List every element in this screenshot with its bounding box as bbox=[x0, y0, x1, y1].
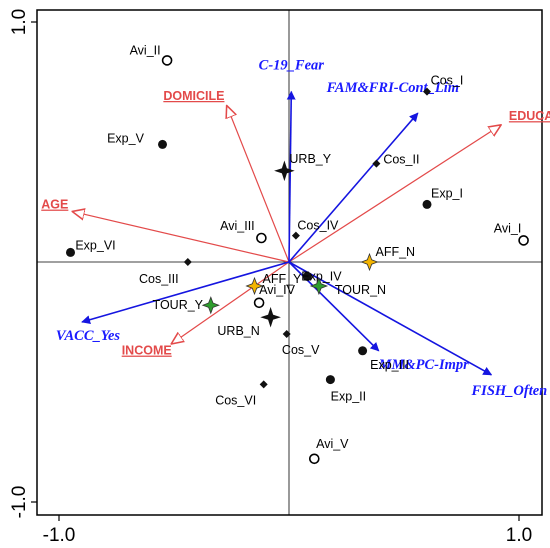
supplementary-arrow-vacc-yes bbox=[81, 261, 290, 325]
centroid-label-urb-n: URB_N bbox=[217, 324, 259, 338]
explanatory-vectors: DOMICILE EDUCATION AGE INCOME bbox=[41, 89, 550, 358]
sample-label-exp-iv: Exp_IV bbox=[301, 269, 342, 283]
supplementary-label-mm-pc-impr: MM&PC-Impr bbox=[378, 357, 470, 373]
sample-point-exp-v bbox=[158, 139, 167, 149]
centroid-urb-n bbox=[260, 306, 281, 328]
sample-point-avi-ii bbox=[161, 55, 173, 66]
centroid-tour-n bbox=[309, 276, 329, 296]
sample-point-exp-ii bbox=[325, 375, 335, 385]
sample-point-cos-ii bbox=[372, 159, 381, 168]
sample-label-avi-i: Avi_I bbox=[494, 221, 522, 235]
explanatory-arrow-domicile bbox=[227, 106, 290, 263]
sample-label-exp-ii: Exp_II bbox=[331, 390, 366, 404]
centroid-label-urb-y: URB_Y bbox=[289, 152, 331, 166]
sample-label-avi-iii: Avi_III bbox=[220, 219, 255, 233]
supplementary-label-vacc-yes: VACC_Yes bbox=[56, 328, 121, 344]
sample-point-cos-v bbox=[282, 330, 291, 338]
sample-point-cos-iii bbox=[183, 258, 192, 266]
y-tick-label: 1.0 bbox=[9, 9, 30, 35]
supplementary-label-c-19-fear: C-19_Fear bbox=[259, 58, 325, 74]
y-tick-label: -1.0 bbox=[9, 486, 30, 519]
supplementary-arrow-fish-often bbox=[288, 261, 493, 376]
x-tick-label: 1.0 bbox=[506, 525, 532, 546]
explanatory-label-age: AGE bbox=[41, 198, 68, 212]
explanatory-arrow-education bbox=[288, 125, 501, 263]
supplementary-label-fish-often: FISH_Often bbox=[471, 383, 548, 399]
sample-point-exp-iii bbox=[358, 346, 368, 356]
explanatory-label-education: EDUCATION bbox=[509, 109, 550, 123]
sample-label-cos-ii: Cos_II bbox=[383, 153, 419, 167]
centroid-tour-y bbox=[201, 296, 220, 315]
centroid-aff-n bbox=[360, 252, 379, 272]
explanatory-arrow-income bbox=[172, 261, 290, 344]
supplementary-arrow-c-19-fear bbox=[286, 90, 296, 263]
factor-centroids: URB_Y URB_N AFF_N AFF_Y TOUR_N TOUR_Y bbox=[153, 152, 416, 338]
sample-point-avi-iv bbox=[253, 297, 265, 309]
sample-point-exp-vi bbox=[66, 247, 75, 257]
sample-label-exp-iii: Exp_III bbox=[370, 358, 409, 372]
sample-point-exp-i bbox=[422, 199, 432, 209]
centroid-urb-y bbox=[274, 160, 295, 182]
sample-label-cos-vi: Cos_VI bbox=[215, 393, 256, 407]
axis-ticks: -1.0 1.0 1.0 -1.0 bbox=[9, 9, 532, 546]
sample-label-exp-v: Exp_V bbox=[107, 131, 144, 145]
centroid-label-aff-y: AFF_Y bbox=[263, 272, 303, 286]
sample-label-avi-iv: Avi_IV bbox=[259, 283, 296, 297]
sample-label-avi-ii: Avi_II bbox=[130, 43, 161, 57]
sample-point-avi-v bbox=[308, 453, 320, 465]
sample-point-cos-iv bbox=[291, 231, 300, 240]
centroid-aff-y bbox=[245, 276, 264, 296]
sample-label-exp-vi: Exp_VI bbox=[75, 238, 115, 252]
sample-label-cos-i: Cos_I bbox=[431, 74, 464, 88]
plot-frame bbox=[36, 9, 543, 516]
sample-point-cos-i bbox=[423, 87, 431, 96]
explanatory-label-domicile: DOMICILE bbox=[163, 89, 224, 103]
centroid-label-tour-n: TOUR_N bbox=[335, 283, 386, 297]
centroid-label-tour-y: TOUR_Y bbox=[153, 298, 204, 312]
sample-point-exp-iv bbox=[302, 271, 312, 281]
explanatory-arrow-age bbox=[73, 212, 290, 263]
x-tick-label: -1.0 bbox=[43, 525, 76, 546]
explanatory-label-income: INCOME bbox=[122, 344, 172, 358]
sample-point-avi-iii bbox=[256, 232, 267, 244]
supplementary-arrow-fam-fri-cont-lim bbox=[288, 112, 419, 263]
sample-label-cos-iii: Cos_III bbox=[139, 272, 179, 286]
sample-point-cos-vi bbox=[259, 380, 268, 389]
centroid-label-aff-n: AFF_N bbox=[376, 245, 416, 259]
sample-label-cos-iv: Cos_IV bbox=[297, 219, 339, 233]
sample-label-cos-v: Cos_V bbox=[282, 343, 320, 357]
sample-label-avi-v: Avi_V bbox=[316, 437, 349, 451]
sample-point-avi-i bbox=[518, 235, 529, 246]
supplementary-vectors: C-19_FearFAM&FRI-Cont_LimVACC_YesMM&PC-I… bbox=[56, 58, 547, 399]
sample-label-exp-i: Exp_I bbox=[431, 186, 463, 200]
sample-points: Avi_II Avi_III Avi_IV Avi_V Avi_I Exp_V Exp_VI… bbox=[66, 43, 529, 465]
